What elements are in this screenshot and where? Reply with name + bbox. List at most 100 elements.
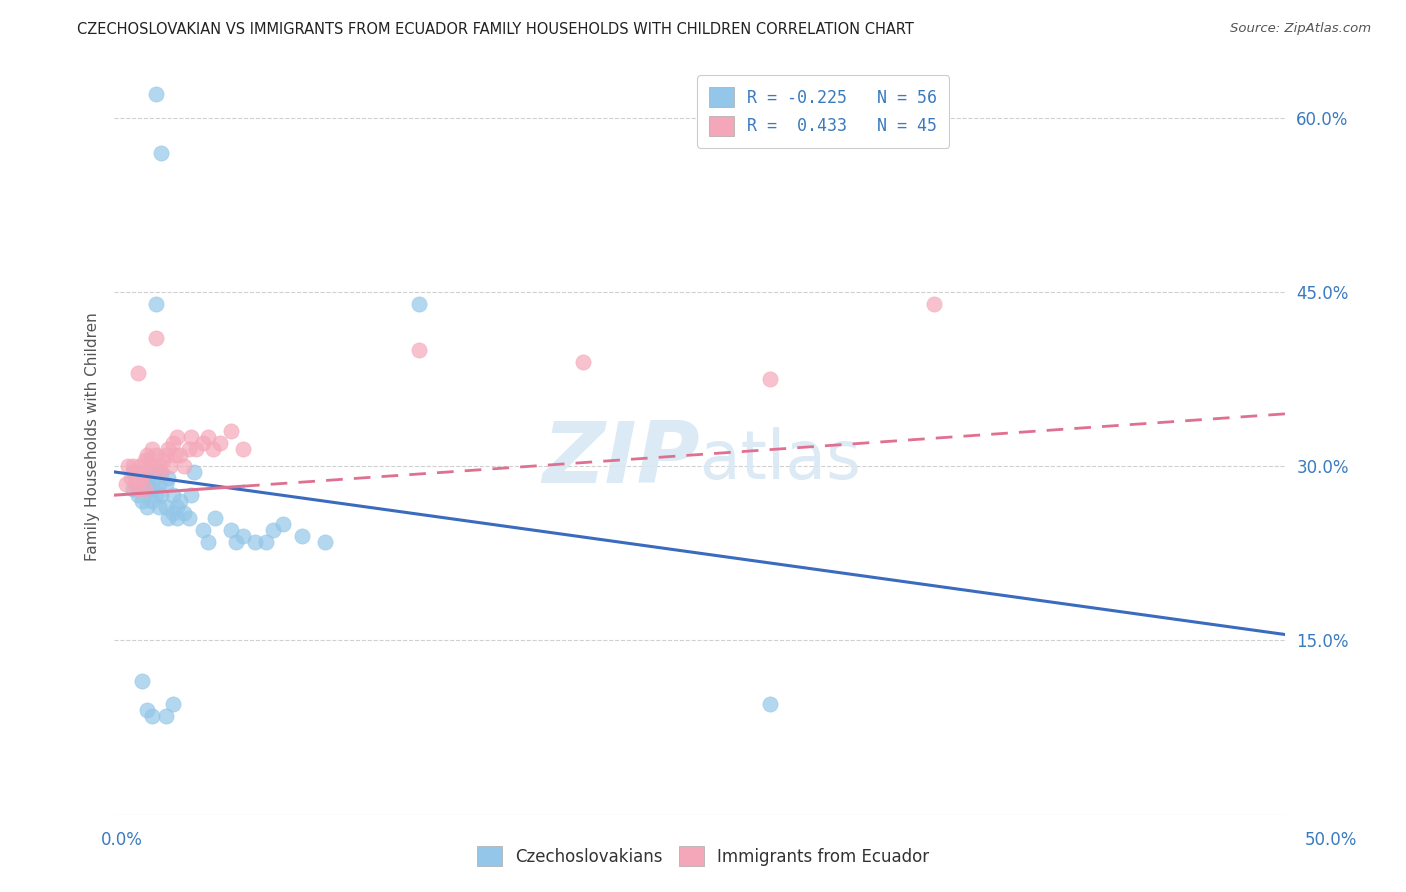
Point: [148, 476, 170, 491]
Point: [186, 442, 208, 456]
Point: [145, 331, 167, 345]
Point: [136, 465, 159, 479]
Point: [162, 488, 184, 502]
Point: [124, 476, 146, 491]
Point: [155, 709, 177, 723]
Point: [155, 476, 177, 491]
Point: [180, 488, 202, 502]
Point: [232, 529, 254, 543]
Point: [193, 523, 215, 537]
Point: [166, 500, 188, 514]
Point: [201, 442, 224, 456]
Point: [145, 448, 167, 462]
Text: 0.0%: 0.0%: [101, 831, 143, 849]
Point: [271, 517, 294, 532]
Point: [173, 459, 195, 474]
Point: [145, 465, 167, 479]
Point: [148, 459, 170, 474]
Point: [150, 465, 173, 479]
Point: [179, 442, 201, 456]
Point: [134, 483, 156, 497]
Point: [131, 673, 153, 688]
Point: [145, 87, 167, 102]
Text: Source: ZipAtlas.com: Source: ZipAtlas.com: [1230, 22, 1371, 36]
Point: [169, 494, 191, 508]
Legend: R = -0.225   N = 56, R =  0.433   N = 45: R = -0.225 N = 56, R = 0.433 N = 45: [697, 76, 949, 148]
Point: [134, 453, 156, 467]
Point: [155, 500, 177, 514]
Point: [180, 430, 202, 444]
Point: [221, 523, 243, 537]
Point: [759, 372, 782, 386]
Y-axis label: Family Households with Children: Family Households with Children: [86, 313, 100, 561]
Point: [165, 448, 187, 462]
Point: [150, 465, 173, 479]
Text: atlas: atlas: [700, 426, 860, 492]
Point: [134, 483, 156, 497]
Point: [145, 488, 167, 502]
Point: [141, 483, 163, 497]
Point: [173, 506, 195, 520]
Point: [162, 506, 184, 520]
Point: [122, 483, 145, 497]
Point: [221, 424, 243, 438]
Point: [254, 534, 277, 549]
Point: [225, 534, 247, 549]
Point: [136, 448, 159, 462]
Point: [162, 697, 184, 711]
Point: [148, 500, 170, 514]
Point: [155, 448, 177, 462]
Point: [129, 471, 152, 485]
Point: [136, 500, 159, 514]
Point: [129, 459, 152, 474]
Point: [152, 453, 174, 467]
Point: [138, 483, 160, 497]
Point: [115, 476, 138, 491]
Point: [127, 471, 149, 485]
Point: [138, 453, 160, 467]
Point: [157, 471, 180, 485]
Point: [166, 511, 188, 525]
Point: [157, 511, 180, 525]
Point: [232, 442, 254, 456]
Point: [141, 494, 163, 508]
Point: [141, 442, 163, 456]
Point: [127, 483, 149, 497]
Point: [169, 448, 191, 462]
Point: [204, 511, 226, 525]
Point: [759, 697, 782, 711]
Point: [197, 534, 219, 549]
Point: [290, 529, 312, 543]
Point: [314, 534, 336, 549]
Point: [136, 476, 159, 491]
Point: [127, 488, 149, 502]
Point: [143, 459, 166, 474]
Text: ZIP: ZIP: [543, 418, 700, 501]
Point: [122, 459, 145, 474]
Point: [262, 523, 284, 537]
Point: [197, 430, 219, 444]
Point: [408, 296, 430, 310]
Point: [138, 465, 160, 479]
Point: [150, 145, 173, 160]
Legend: Czechoslovakians, Immigrants from Ecuador: Czechoslovakians, Immigrants from Ecuado…: [468, 838, 938, 875]
Point: [127, 471, 149, 485]
Point: [131, 494, 153, 508]
Point: [571, 354, 593, 368]
Point: [408, 343, 430, 357]
Point: [208, 436, 231, 450]
Point: [150, 488, 173, 502]
Point: [179, 511, 201, 525]
Text: CZECHOSLOVAKIAN VS IMMIGRANTS FROM ECUADOR FAMILY HOUSEHOLDS WITH CHILDREN CORRE: CZECHOSLOVAKIAN VS IMMIGRANTS FROM ECUAD…: [77, 22, 914, 37]
Point: [131, 471, 153, 485]
Point: [117, 459, 139, 474]
Point: [120, 471, 142, 485]
Point: [143, 471, 166, 485]
Point: [141, 709, 163, 723]
Point: [134, 471, 156, 485]
Point: [162, 436, 184, 450]
Point: [159, 459, 181, 474]
Point: [145, 296, 167, 310]
Point: [183, 465, 205, 479]
Point: [127, 366, 149, 380]
